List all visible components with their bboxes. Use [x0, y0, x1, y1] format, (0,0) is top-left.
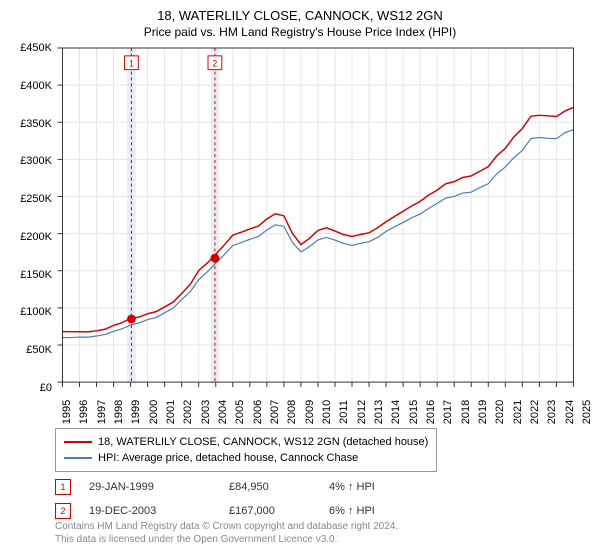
x-axis-tick-label: 2005	[235, 400, 247, 424]
x-axis-tick-label: 2010	[321, 400, 333, 424]
svg-text:1: 1	[129, 59, 134, 69]
y-axis-tick-label: £400K	[4, 80, 52, 92]
legend-item: HPI: Average price, detached house, Cann…	[64, 450, 428, 466]
x-axis-tick-label: 2006	[252, 400, 264, 424]
x-axis-tick-label: 2019	[477, 400, 489, 424]
x-axis-tick-label: 2012	[356, 400, 368, 424]
x-axis-tick-label: 2018	[460, 400, 472, 424]
event-row: 2 19-DEC-2003£167,0006% ↑ HPI	[55, 502, 419, 520]
footer-line-2: This data is licensed under the Open Gov…	[55, 533, 398, 546]
y-axis-tick-label: £300K	[4, 155, 52, 167]
event-marker-box: 1	[55, 479, 71, 495]
x-axis-tick-label: 1998	[113, 400, 125, 424]
event-delta: 6% ↑ HPI	[329, 505, 419, 517]
legend-label: HPI: Average price, detached house, Cann…	[98, 452, 358, 464]
x-axis-tick-label: 2013	[373, 400, 385, 424]
event-price: £84,950	[229, 481, 329, 493]
chart-title: 18, WATERLILY CLOSE, CANNOCK, WS12 2GN	[0, 0, 600, 23]
x-axis-tick-label: 2014	[391, 400, 403, 424]
legend-swatch	[64, 441, 92, 443]
x-axis-tick-label: 2017	[443, 400, 455, 424]
x-axis-tick-label: 2022	[529, 400, 541, 424]
event-row: 1 29-JAN-1999£84,9504% ↑ HPI	[55, 478, 419, 496]
x-axis-tick-label: 1999	[131, 400, 143, 424]
event-price: £167,000	[229, 505, 329, 517]
chart-svg: 12	[55, 48, 575, 388]
events-table: 1 29-JAN-1999£84,9504% ↑ HPI 2 19-DEC-2003£…	[55, 472, 419, 520]
x-axis-tick-label: 2003	[200, 400, 212, 424]
event-marker-box: 2	[55, 503, 71, 519]
x-axis-tick-label: 2016	[425, 400, 437, 424]
y-axis-tick-label: £250K	[4, 193, 52, 205]
event-delta: 4% ↑ HPI	[329, 481, 419, 493]
event-date: 29-JAN-1999	[89, 481, 229, 493]
x-axis-tick-label: 1997	[96, 400, 108, 424]
x-axis-tick-label: 2007	[269, 400, 281, 424]
chart-plot-area: 12	[55, 48, 575, 388]
y-axis-tick-label: £0	[4, 382, 52, 394]
chart-subtitle: Price paid vs. HM Land Registry's House …	[0, 23, 600, 45]
x-axis-tick-label: 2020	[495, 400, 507, 424]
y-axis-tick-label: £50K	[4, 344, 52, 356]
y-axis-tick-label: £350K	[4, 118, 52, 130]
footer-text: Contains HM Land Registry data © Crown c…	[55, 520, 398, 546]
event-date: 19-DEC-2003	[89, 505, 229, 517]
x-axis-tick-label: 2002	[183, 400, 195, 424]
y-axis-tick-label: £450K	[4, 42, 52, 54]
x-axis-tick-label: 1996	[79, 400, 91, 424]
x-axis-tick-label: 2024	[564, 400, 576, 424]
y-axis-tick-label: £150K	[4, 269, 52, 281]
footer-line-1: Contains HM Land Registry data © Crown c…	[55, 520, 398, 533]
x-axis-tick-label: 2021	[512, 400, 524, 424]
x-axis-tick-label: 2009	[304, 400, 316, 424]
legend-item: 18, WATERLILY CLOSE, CANNOCK, WS12 2GN (…	[64, 434, 428, 450]
svg-text:2: 2	[212, 59, 217, 69]
x-axis-tick-label: 2000	[148, 400, 160, 424]
x-axis-tick-label: 2011	[338, 400, 350, 424]
x-axis-tick-label: 2008	[287, 400, 299, 424]
y-axis-tick-label: £100K	[4, 306, 52, 318]
x-axis-tick-label: 2023	[547, 400, 559, 424]
legend-label: 18, WATERLILY CLOSE, CANNOCK, WS12 2GN (…	[98, 436, 428, 448]
x-axis-tick-label: 2001	[165, 400, 177, 424]
x-axis-tick-label: 2025	[581, 400, 593, 424]
x-axis-tick-label: 1995	[61, 400, 73, 424]
x-axis-tick-label: 2015	[408, 400, 420, 424]
y-axis-tick-label: £200K	[4, 231, 52, 243]
x-axis-tick-label: 2004	[217, 400, 229, 424]
legend-swatch	[64, 457, 92, 459]
legend-box: 18, WATERLILY CLOSE, CANNOCK, WS12 2GN (…	[55, 428, 437, 472]
